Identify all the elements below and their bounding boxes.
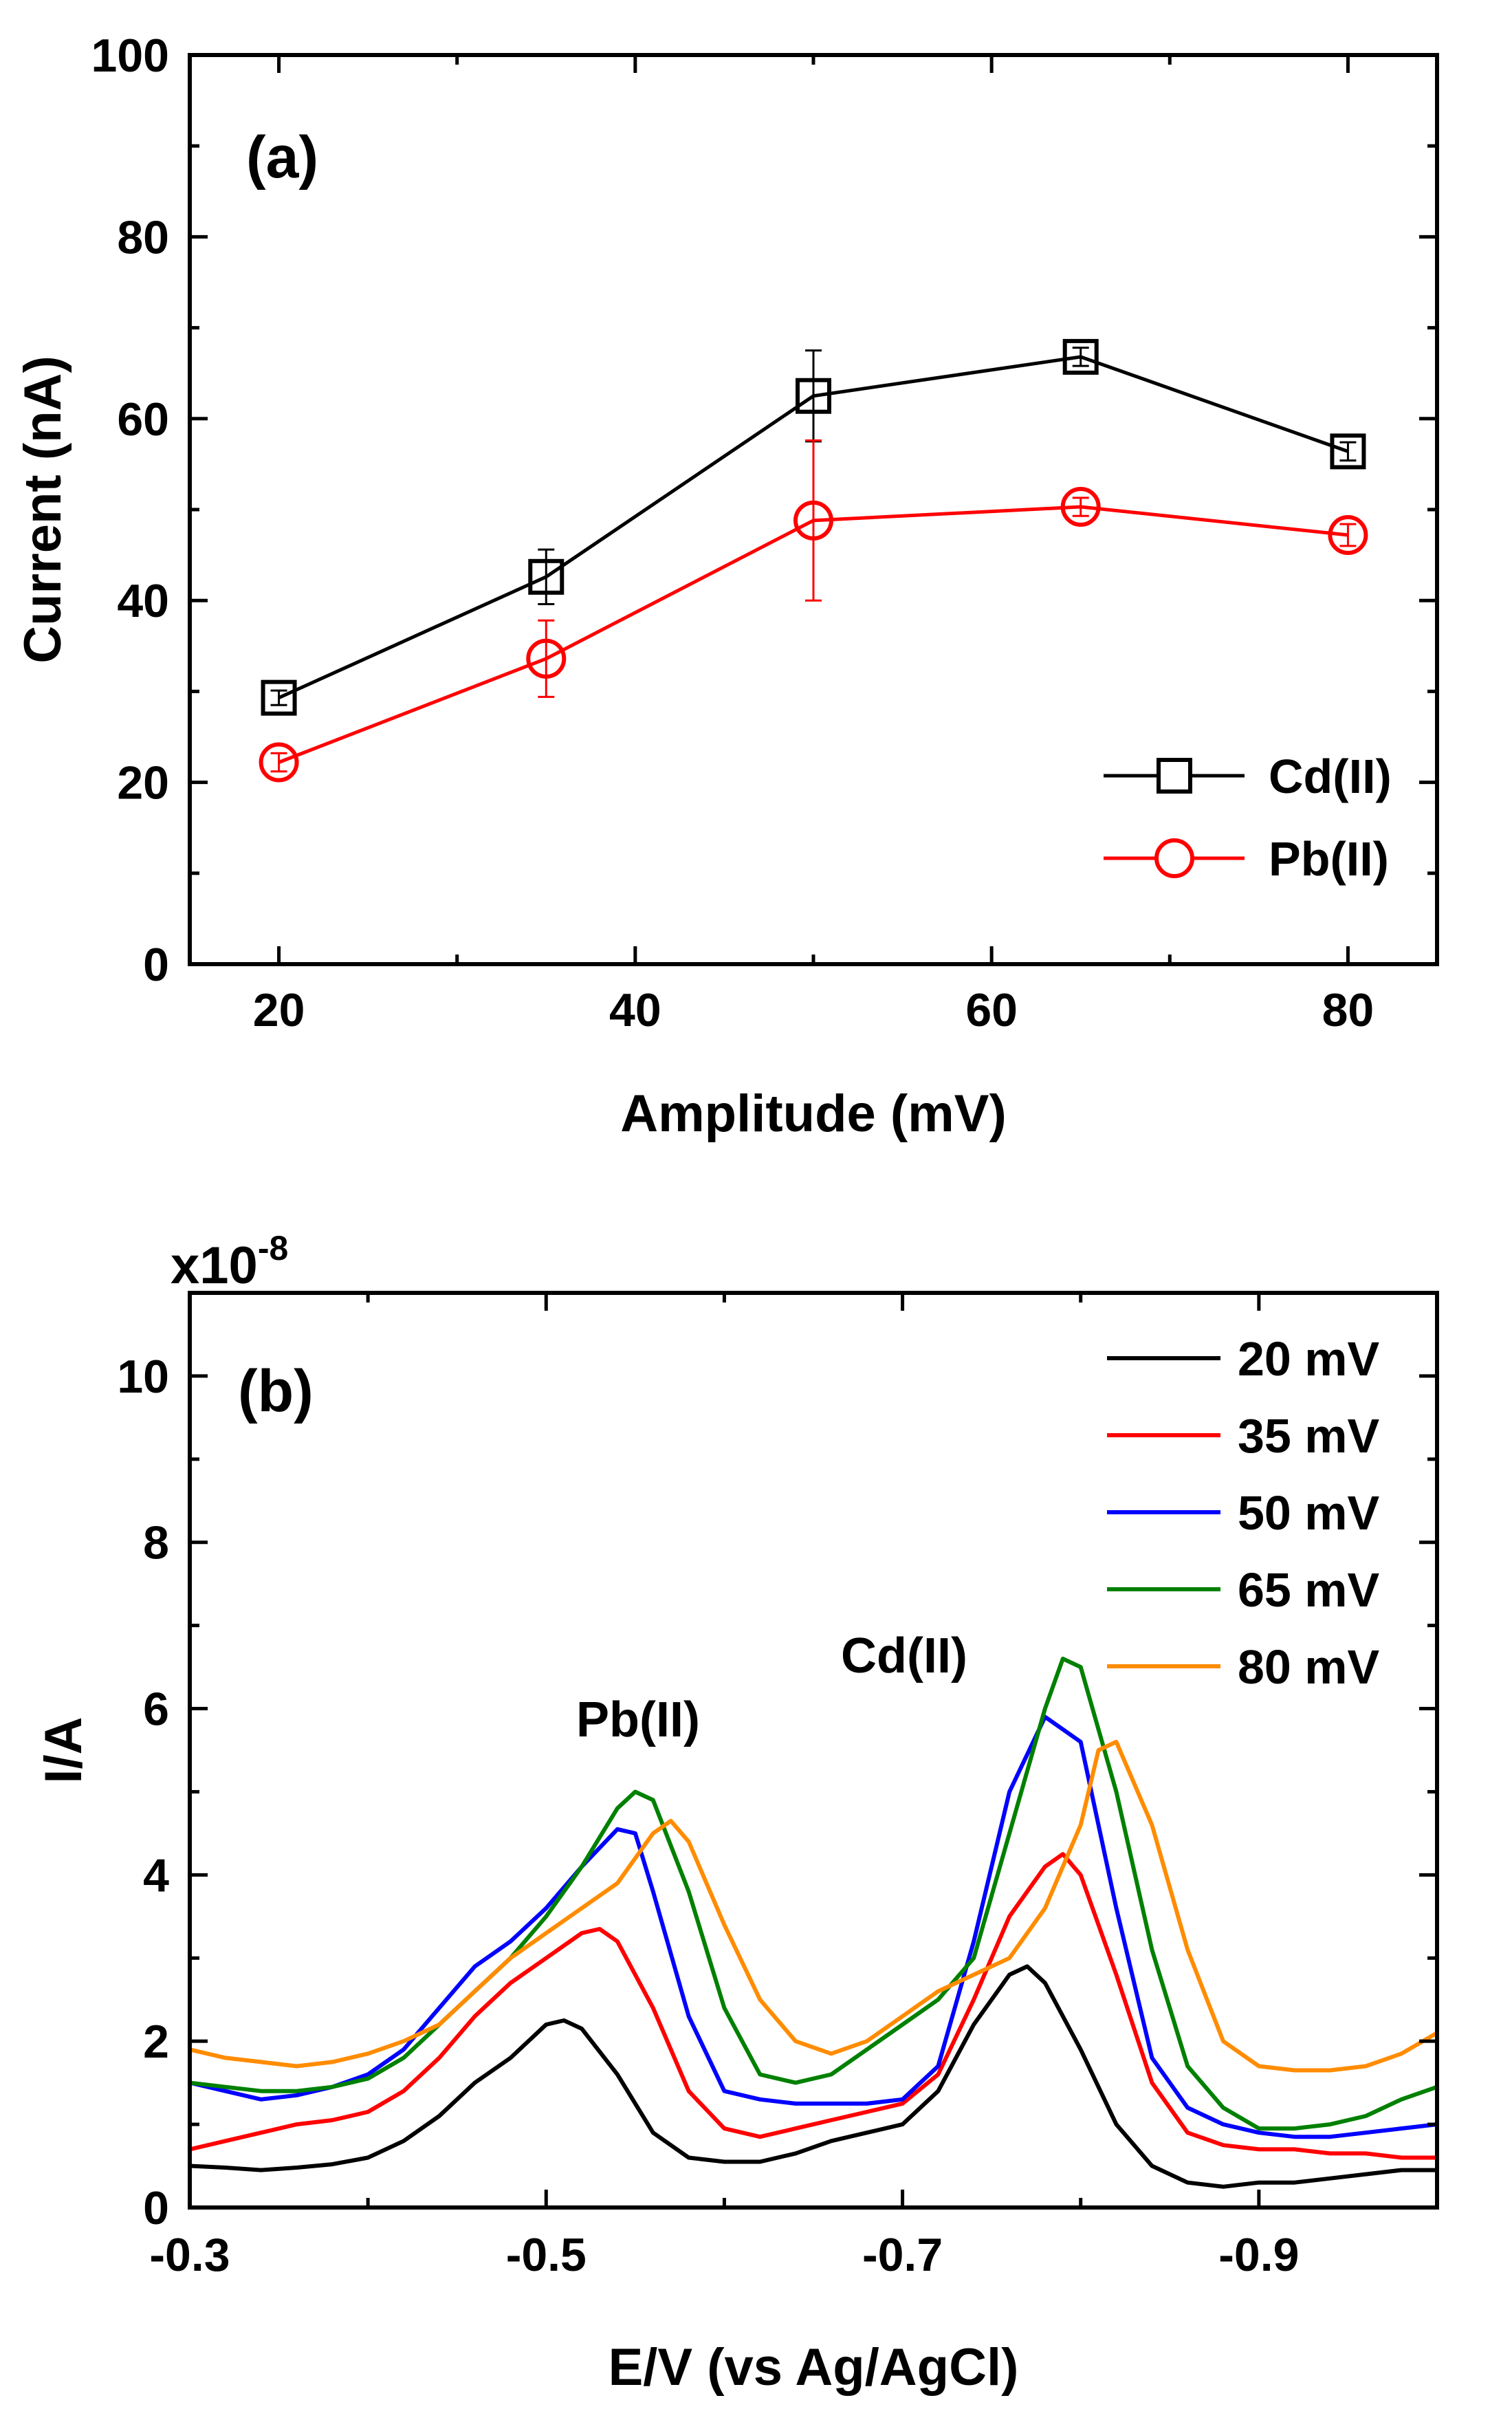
legend-item-pb: Pb(II) [1104,832,1389,886]
y-tick-label: 40 [117,575,169,627]
data-point [261,679,297,716]
data-point [1060,487,1101,527]
x-tick-label: -0.9 [1218,2229,1299,2281]
series-Cd(II) [261,338,1366,716]
x-tick-label: 40 [609,984,661,1036]
legend-label: 20 mV [1238,1332,1380,1386]
data-point [793,500,833,541]
legend-item: 35 mV [1107,1409,1380,1463]
y-tick-label: 8 [143,1517,169,1569]
y-tick-label: 10 [117,1351,169,1403]
legend-label: 80 mV [1238,1640,1380,1694]
panel-b-label: (b) [238,1358,314,1424]
curve-35-mV [190,1852,1437,2160]
y-tick-label: 60 [117,393,169,446]
legend-item: 65 mV [1107,1563,1380,1617]
panel-b-frame [188,1291,1439,2210]
x-tick-label: -0.3 [149,2229,230,2281]
legend-label: 50 mV [1238,1486,1380,1540]
panel-b-ticks [188,1293,1437,2210]
legend-label-cd: Cd(II) [1269,750,1392,803]
panel-b: -0.3 -0.5 -0.7 -0.9 0 2 4 6 8 10 x10-8 (b) E/V (v… [34,1229,1439,2397]
x-tick-label: 60 [965,984,1018,1036]
x-tick-label: -0.5 [506,2229,587,2281]
legend-item: 50 mV [1107,1486,1380,1540]
data-point [526,638,567,679]
x-tick-label: 80 [1322,984,1374,1036]
y-tick-label: 0 [143,2182,169,2234]
peak-label-cd: Cd(II) [841,1628,967,1683]
x-tick-label: -0.7 [862,2229,943,2281]
curve-50-mV [190,1714,1437,2139]
data-point [259,742,299,783]
legend-item: 80 mV [1107,1640,1380,1694]
legend-label: 65 mV [1238,1563,1380,1617]
y-tick-label: 80 [117,211,169,263]
panel-b-y-multiplier: x10-8 [171,1229,288,1295]
panel-a-series [259,338,1368,783]
x-tick-label: 20 [253,984,305,1036]
legend-item: 20 mV [1107,1332,1380,1386]
y-tick-label: 4 [143,1849,169,1901]
panel-a-xlabel: Amplitude (mV) [620,1084,1007,1143]
legend-marker-square [1157,758,1192,794]
data-point [1328,515,1368,556]
curve-80-mV [190,1739,1437,2073]
panel-a-tick-labels: 20 40 60 80 0 20 40 60 80 100 [91,30,1374,1036]
y-tick-label: 6 [143,1683,169,1736]
legend-label-pb: Pb(II) [1269,832,1389,886]
legend-label: 35 mV [1238,1409,1380,1463]
panel-b-curves [190,1657,1437,2189]
panel-a-label: (a) [246,124,318,190]
panel-b-xlabel: E/V (vs Ag/AgCl) [609,2338,1019,2397]
panel-b-legend: 20 mV 35 mV 50 mV 65 mV 80 mV [1107,1332,1380,1694]
panel-a-ylabel: Current (nA) [14,356,72,664]
curve-20-mV [190,1964,1437,2189]
y-tick-label: 0 [143,939,169,991]
peak-label-pb: Pb(II) [576,1692,700,1747]
data-point [1330,433,1366,470]
legend-item-cd: Cd(II) [1104,750,1392,803]
series-Pb(II) [259,439,1368,783]
y-tick-label: 20 [117,757,169,809]
data-point [1062,338,1099,375]
curve-65-mV [190,1657,1437,2131]
panel-a-legend: Cd(II) Pb(II) [1104,750,1392,886]
legend-marker-circle [1154,838,1194,878]
y-tick-label: 100 [91,30,169,82]
panel-b-tick-labels: -0.3 -0.5 -0.7 -0.9 0 2 4 6 8 10 [117,1351,1299,2281]
panel-b-ylabel: I/A [34,1716,93,1783]
y-tick-label: 2 [143,2016,169,2068]
data-point [796,378,831,414]
panel-a-ticks [190,53,1437,966]
data-point [528,558,565,595]
